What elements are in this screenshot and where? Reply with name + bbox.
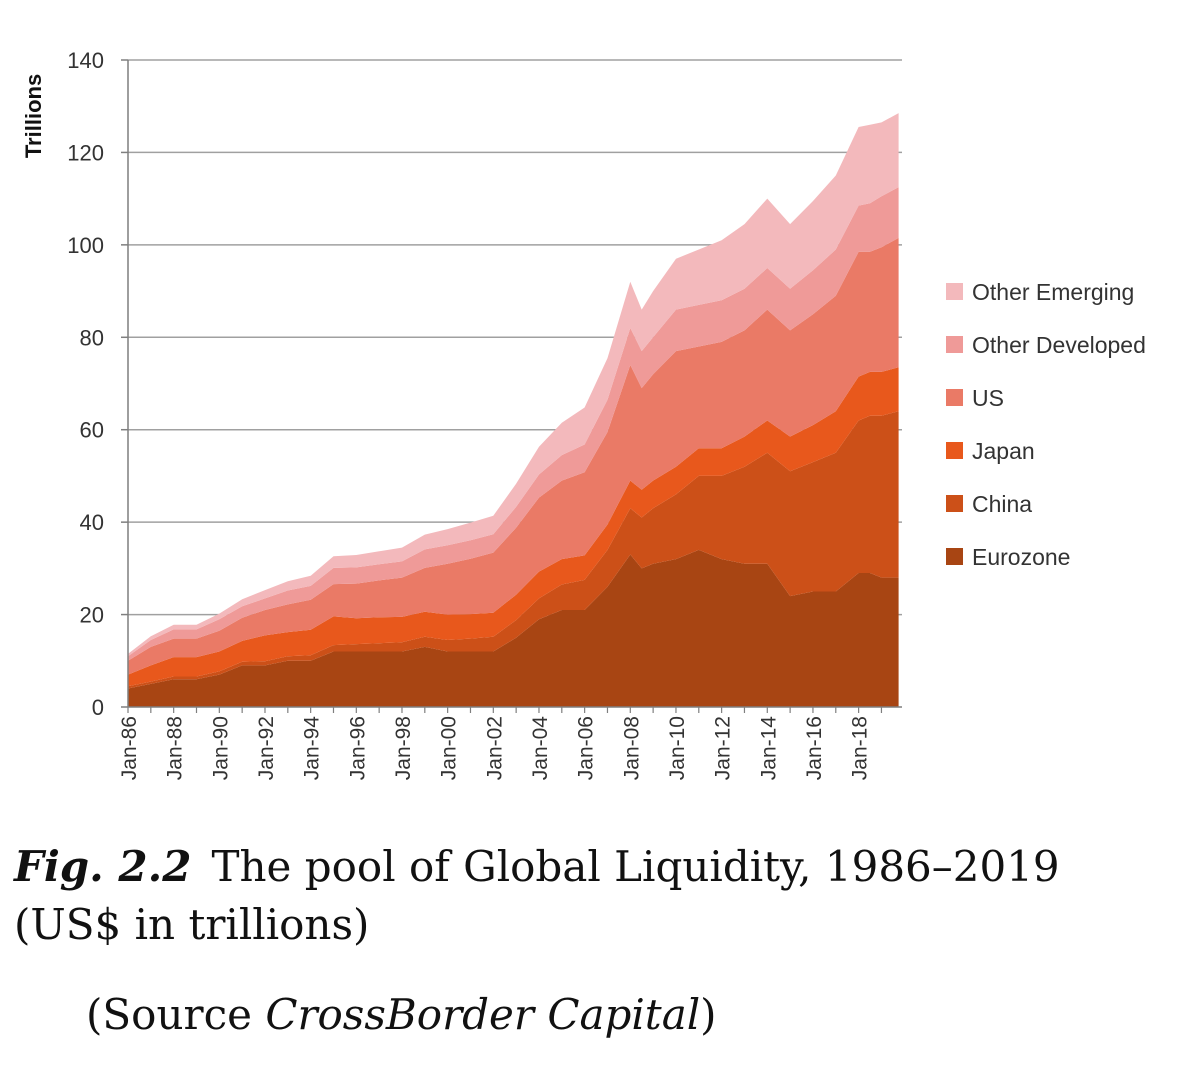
source-prefix: (Source [86,990,266,1039]
x-tick-label: Jan-16 [803,716,826,780]
y-tick-label: 60 [80,418,104,443]
x-tick-label: Jan-08 [620,716,643,780]
y-tick-label: 0 [92,695,104,720]
x-tick-label: Jan-94 [301,716,324,781]
source-name: CrossBorder Capital [265,990,701,1039]
figure-title: The pool of Global Liquidity, 1986–2019 … [14,842,1060,949]
legend-label: US [972,385,1004,411]
x-tick-label: Jan-06 [575,716,598,780]
y-tick-label: 140 [67,48,104,73]
x-tick-label: Jan-92 [255,716,278,780]
legend-label: Other Developed [972,332,1146,358]
x-axis-ticks: Jan-86 Jan-88 Jan-90 Jan-92 Jan-94 Jan-96 Jan-… [118,707,883,781]
figure-caption: Fig. 2.2 The pool of Global Liquidity, 19… [14,838,1174,954]
axes [127,60,902,708]
legend-swatch [946,283,963,300]
figure-source: (Source CrossBorder Capital) [86,990,717,1039]
x-tick-label: Jan-00 [438,716,461,780]
figure-label: Fig. 2.2 [14,842,192,891]
x-tick-label: Jan-96 [346,716,369,780]
x-tick-label: Jan-88 [164,716,187,780]
x-tick-label: Jan-98 [392,716,415,780]
area-series-other-developed [128,187,899,661]
x-tick-label: Jan-10 [666,716,689,780]
legend-label: Other Emerging [972,279,1134,305]
legend-swatch [946,442,963,459]
legend-swatch [946,336,963,353]
source-suffix: ) [700,990,717,1039]
legend-label: Japan [972,438,1035,464]
x-tick-label: Jan-90 [209,716,232,780]
area-series-china [128,411,899,689]
x-tick-label: Jan-18 [849,716,872,780]
stacked-areas [128,113,899,707]
y-tick-label: 40 [80,510,104,535]
x-tick-label: Jan-12 [712,716,735,780]
y-axis-ticks: 0 20 40 60 80 100 120 140 [67,48,128,720]
y-tick-label: 80 [80,325,104,350]
x-tick-label: Jan-86 [118,716,141,780]
y-tick-label: 20 [80,603,104,628]
legend-swatch [946,495,963,512]
legend-swatch [946,389,963,406]
legend-label: Eurozone [972,544,1070,570]
y-axis-label: Trillions [21,74,46,158]
area-series-eurozone [128,549,899,707]
x-tick-label: Jan-14 [757,716,780,781]
legend: Other Emerging Other Developed US Japan Chin… [946,279,1146,570]
y-tick-label: 100 [67,233,104,258]
legend-label: China [972,491,1032,517]
area-series-us [128,237,899,675]
y-tick-label: 120 [67,140,104,165]
area-series-other-emerging [128,113,899,657]
gridlines [128,59,902,616]
x-tick-label: Jan-02 [483,716,506,780]
legend-swatch [946,548,963,565]
x-tick-label: Jan-04 [529,716,552,781]
